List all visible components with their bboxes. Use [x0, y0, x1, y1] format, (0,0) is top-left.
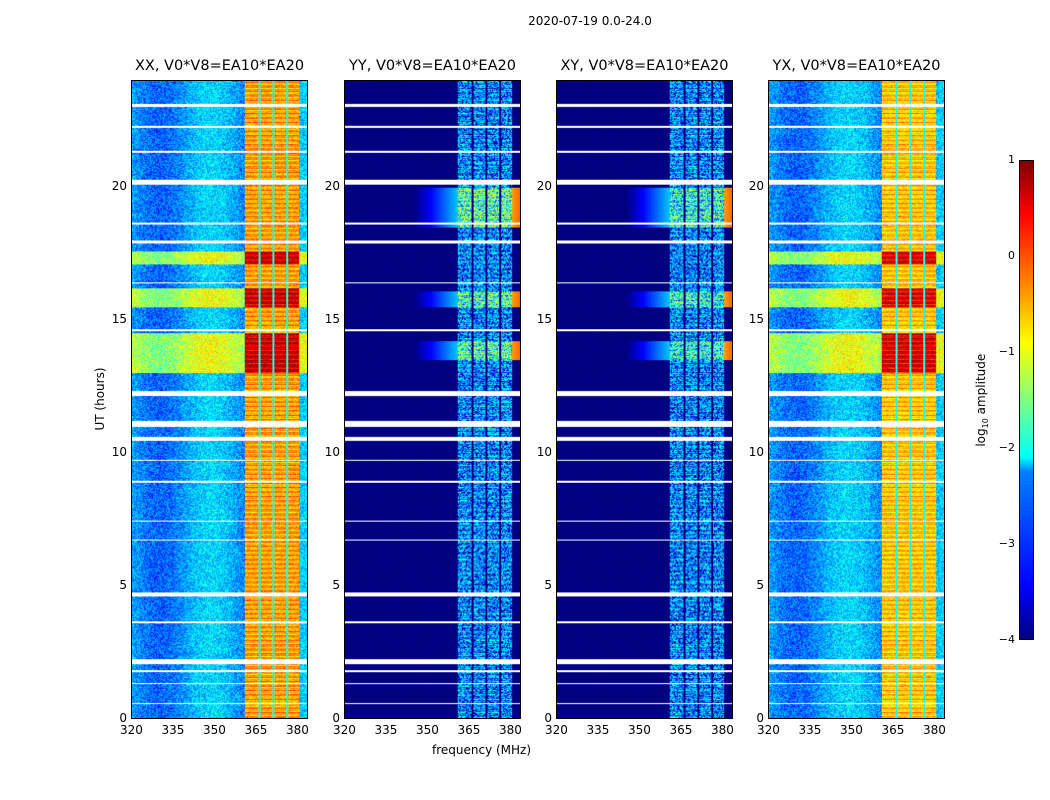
x-tick-label: 335 [586, 723, 610, 737]
colorbar-tick-label: 1 [1008, 153, 1015, 166]
x-tick-label: 365 [457, 723, 481, 737]
y-tick-label: 20 [748, 178, 764, 193]
colorbar-tick-label: 0 [1008, 249, 1015, 262]
x-tick-label: 320 [545, 723, 568, 737]
x-tick-label: 335 [798, 723, 822, 737]
y-axis-label: UT (hours) [93, 367, 107, 431]
colorbar-label: log10 amplitude [974, 340, 990, 460]
heatmap-panel [556, 80, 733, 719]
panel-title: XX, V0*V8=EA10*EA20 [134, 58, 305, 74]
y-tick-label: 20 [536, 178, 552, 193]
colorbar-label-subscript: 10 [981, 418, 991, 429]
heatmap-cells [132, 81, 307, 718]
x-tick-label: 380 [710, 723, 734, 737]
heatmap-cells [769, 81, 944, 718]
y-tick-label: 10 [536, 444, 552, 459]
x-tick-label: 365 [669, 723, 693, 737]
y-tick-label: 5 [332, 577, 340, 592]
x-tick-label: 335 [374, 723, 398, 737]
heatmap-cells [345, 81, 520, 718]
panel-title: YY, V0*V8=EA10*EA20 [349, 58, 516, 74]
x-tick-label: 320 [333, 723, 356, 737]
y-tick-label: 5 [119, 577, 127, 592]
y-tick-label: 0 [756, 711, 764, 725]
y-tick-label: 15 [324, 311, 340, 326]
y-tick-label: 20 [111, 178, 127, 193]
x-tick-label: 365 [244, 723, 268, 737]
colorbar-tick-label: −3 [998, 537, 1015, 550]
colorbar [1019, 160, 1034, 640]
y-tick-label: 10 [324, 444, 340, 459]
x-tick-label: 350 [415, 723, 439, 737]
colorbar-tick-label: −1 [998, 345, 1015, 358]
x-tick-label: 380 [498, 723, 522, 737]
x-tick-label: 350 [202, 723, 226, 737]
y-tick-label: 5 [756, 577, 764, 592]
y-tick-label: 0 [332, 711, 340, 725]
heatmap-panel [344, 80, 521, 719]
figure-title: 2020-07-19 0.0-24.0 [528, 14, 652, 28]
y-tick-label: 10 [111, 444, 127, 459]
colorbar-tick-label: −2 [998, 441, 1015, 454]
x-tick-label: 365 [881, 723, 905, 737]
x-tick-label: 380 [922, 723, 946, 737]
y-tick-label: 0 [119, 711, 127, 725]
panel-title: YX, V0*V8=EA10*EA20 [772, 58, 941, 74]
x-tick-label: 320 [120, 723, 143, 737]
y-tick-label: 0 [544, 711, 552, 725]
colorbar-label-rest: amplitude [973, 353, 988, 419]
heatmap-cells [557, 81, 732, 718]
y-tick-label: 15 [748, 311, 764, 326]
y-tick-label: 15 [536, 311, 552, 326]
x-tick-label: 350 [627, 723, 651, 737]
x-tick-label: 335 [161, 723, 185, 737]
colorbar-tick-label: −4 [998, 633, 1015, 646]
x-tick-label: 380 [285, 723, 309, 737]
y-tick-label: 5 [544, 577, 552, 592]
y-tick-label: 15 [111, 311, 127, 326]
x-tick-label: 320 [757, 723, 780, 737]
y-tick-label: 20 [324, 178, 340, 193]
colorbar-label-base: log [973, 428, 988, 447]
heatmap-panel [768, 80, 945, 719]
x-tick-label: 350 [839, 723, 863, 737]
heatmap-panel [131, 80, 308, 719]
x-axis-label: frequency (MHz) [432, 743, 532, 757]
panel-title: XY, V0*V8=EA10*EA20 [560, 58, 729, 74]
y-tick-label: 10 [748, 444, 764, 459]
